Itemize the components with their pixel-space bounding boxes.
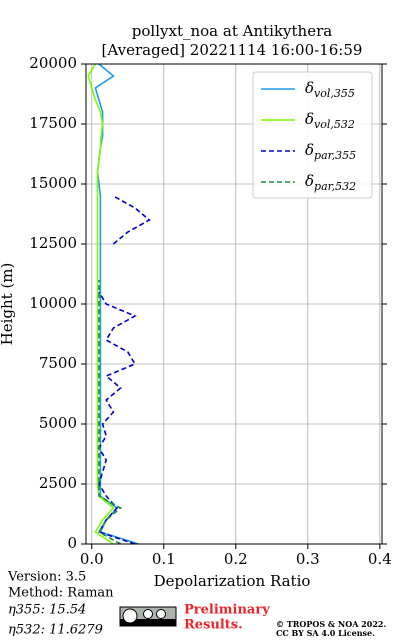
y-tick-label: 0 [67,534,77,552]
chart-title: pollyxt_noa at Antikythera [132,22,332,40]
plot-frame [85,63,383,545]
y-tick-label: 12500 [29,234,77,252]
legend-label: δvol,355 [305,79,355,100]
legend-label: δpar,532 [305,172,356,193]
x-tick-label: 0.3 [296,550,320,568]
y-tick-label: 2500 [39,474,77,492]
cc-logo [119,606,177,627]
footer-eta: η355: 15.54 [8,603,86,618]
x-tick-label: 0.0 [80,550,104,568]
profile-line [99,124,149,544]
footer-version: Version: 3.5 [7,570,86,585]
legend-box [252,71,373,199]
x-axis-label: Depolarization Ratio [154,572,311,590]
profile-line [87,63,115,545]
footer-eta: η532: 11.6279 [8,623,103,638]
y-tick-label: 7500 [39,354,77,372]
legend-label: δvol,532 [305,110,355,131]
x-tick-label: 0.2 [224,550,248,568]
preliminary-note: Preliminary [184,603,270,618]
x-tick-label: 0.4 [368,550,392,568]
y-axis-label: Height (m) [0,263,16,346]
y-tick-label: 17500 [29,114,77,132]
copyright: © TROPOS & NOA 2022. [276,619,386,629]
y-tick-label: 10000 [29,294,77,312]
y-tick-label: 15000 [29,174,77,192]
footer-method: Method: Raman [8,586,114,601]
legend-label: δpar,355 [305,141,356,162]
y-tick-label: 5000 [39,414,77,432]
chart-subtitle: [Averaged] 20221114 16:00-16:59 [102,41,363,59]
preliminary-note: Results. [184,618,243,633]
x-tick-label: 0.1 [152,550,176,568]
copyright: CC BY SA 4.0 License. [276,628,375,638]
y-tick-label: 20000 [29,54,77,72]
profile-line [97,280,123,545]
